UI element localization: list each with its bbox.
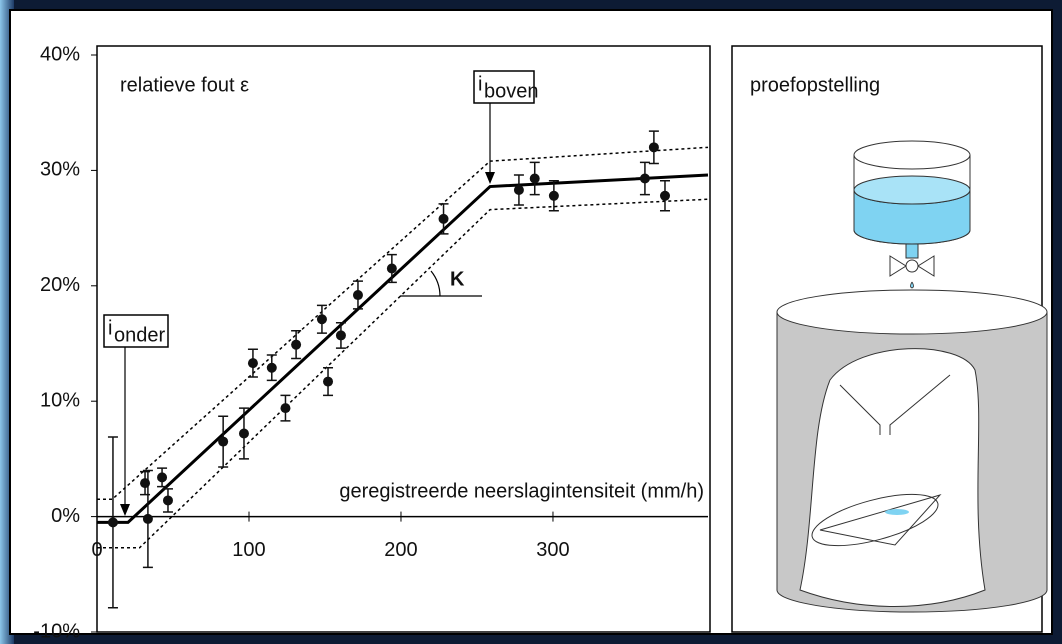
y-label: relatieve fout ε <box>120 74 249 96</box>
x-tick-label: 0 <box>91 539 102 561</box>
x-tick-label: 100 <box>232 539 265 561</box>
data-point <box>513 185 524 196</box>
data-point <box>639 173 650 184</box>
setup-diagram: proefopstelling <box>731 45 1048 633</box>
nozzle <box>905 243 919 259</box>
cutaway <box>799 348 986 607</box>
y-tick-label: 10% <box>40 389 80 411</box>
marker-sub: boven <box>484 80 539 102</box>
data-point <box>142 513 153 524</box>
data-point <box>266 362 277 373</box>
data-point <box>218 436 229 447</box>
setup-title: proefopstelling <box>750 74 880 96</box>
band-line <box>97 198 709 549</box>
data-point <box>316 314 327 325</box>
tipping-bucket <box>811 493 939 547</box>
marker-sub: onder <box>114 324 165 346</box>
data-point <box>438 213 449 224</box>
marker-label: i <box>478 73 482 95</box>
marker-box <box>103 314 169 348</box>
data-point <box>247 358 258 369</box>
data-point <box>323 376 334 387</box>
data-point <box>386 263 397 274</box>
x-label: geregistreerde neerslagintensiteit (mm/h… <box>339 480 704 502</box>
data-point <box>548 190 559 201</box>
marker-box <box>473 70 535 104</box>
marker-label: i <box>108 317 112 339</box>
x-tick-label: 200 <box>384 539 417 561</box>
y-tick-label: 30% <box>40 159 80 181</box>
data-point <box>157 472 168 483</box>
angle-label: K <box>450 268 465 290</box>
bucket-edge <box>819 494 942 546</box>
water-surface <box>853 175 971 205</box>
marker-head <box>120 504 130 516</box>
angle-arc <box>430 270 441 297</box>
plot-frame <box>96 45 711 633</box>
valve <box>889 255 935 277</box>
data-point <box>648 142 659 153</box>
y-tick-label: -10% <box>33 620 80 642</box>
data-point <box>335 330 346 341</box>
x-tick-label: 300 <box>536 539 569 561</box>
data-point <box>280 403 291 414</box>
y-tick-label: 0% <box>51 505 80 527</box>
data-point <box>529 173 540 184</box>
tank-top <box>853 140 971 170</box>
bucket-water <box>885 509 909 515</box>
funnel <box>839 374 951 435</box>
y-tick-label: 40% <box>40 43 80 65</box>
data-point <box>659 190 670 201</box>
data-point <box>238 428 249 439</box>
valve-core <box>905 259 919 273</box>
y-tick-label: 20% <box>40 274 80 296</box>
data-point <box>291 339 302 350</box>
data-point <box>107 517 118 528</box>
band-line <box>97 146 709 501</box>
data-point <box>352 290 363 301</box>
data-point <box>162 495 173 506</box>
gauge-rim <box>776 289 1048 335</box>
marker-head <box>485 172 495 184</box>
